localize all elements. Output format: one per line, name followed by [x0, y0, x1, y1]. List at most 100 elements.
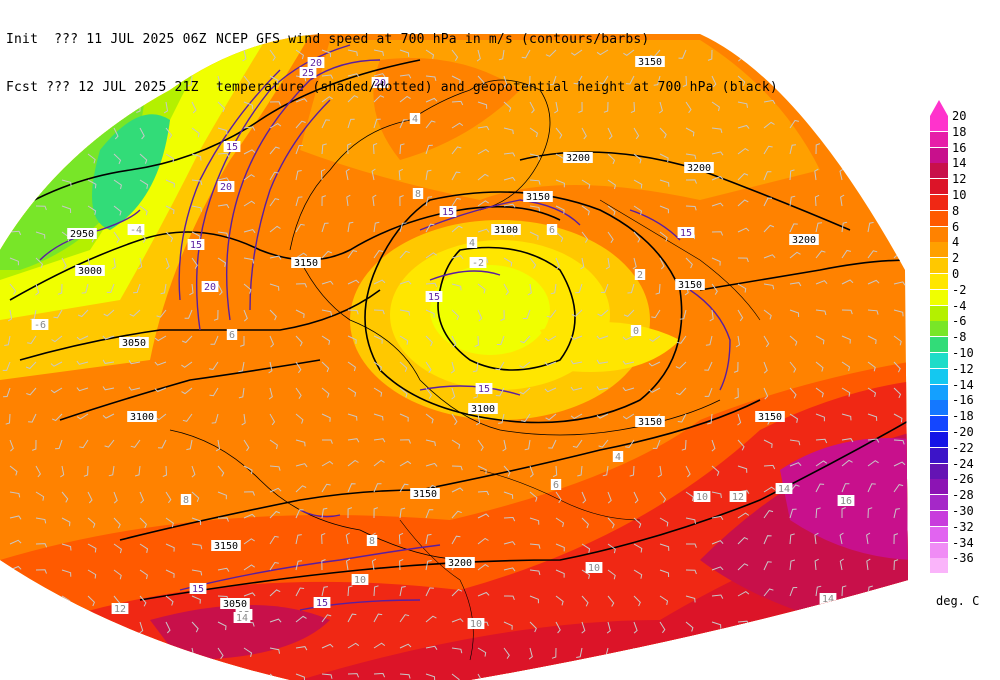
wind-barb — [477, 490, 490, 496]
wind-barb — [659, 179, 670, 187]
wind-barb — [652, 439, 661, 449]
wind-barb — [705, 335, 713, 346]
svg-text:0: 0 — [633, 326, 639, 337]
wind-barb — [3, 387, 11, 398]
wind-barb — [399, 413, 409, 422]
wind-barb — [633, 179, 643, 189]
wind-barb — [659, 595, 669, 606]
wind-barb — [373, 438, 386, 443]
wind-barb — [399, 507, 406, 519]
wind-barb — [217, 621, 227, 631]
wind-barb — [165, 621, 171, 634]
colorbar-swatch — [930, 226, 948, 242]
wind-barb — [704, 387, 713, 397]
wind-barb — [345, 168, 350, 181]
wind-barb — [893, 223, 902, 233]
wind-barb — [156, 309, 167, 318]
svg-text:3200: 3200 — [448, 558, 472, 569]
svg-text:2: 2 — [637, 270, 643, 281]
wind-contour-label: 15 — [223, 141, 241, 153]
svg-text:4: 4 — [412, 114, 418, 125]
wind-barb — [625, 439, 635, 449]
wind-barb — [685, 647, 690, 660]
wind-barb — [373, 672, 386, 678]
wind-barb — [103, 309, 115, 317]
wind-barb — [191, 127, 200, 138]
wind-barb — [9, 439, 14, 452]
wind-barb — [624, 673, 635, 680]
wind-barb — [814, 168, 819, 181]
wind-barb — [789, 75, 801, 81]
temperature-contour-label: 6 — [550, 479, 562, 491]
wind-barb — [519, 361, 531, 369]
wind-barb — [345, 558, 351, 571]
wind-barb — [866, 558, 871, 571]
wind-barb — [79, 439, 89, 449]
wind-barb — [113, 153, 122, 165]
svg-text:20: 20 — [310, 58, 322, 69]
wind-barb — [607, 517, 615, 529]
wind-barb — [867, 673, 879, 678]
wind-barb — [572, 673, 583, 680]
wind-barb — [321, 387, 330, 398]
wind-barb — [139, 543, 149, 553]
colorbar-label: 14 — [952, 156, 967, 171]
wind-barb — [243, 149, 256, 155]
wind-barb — [475, 413, 481, 426]
colorbar-label: 0 — [952, 267, 960, 281]
wind-barb — [789, 413, 799, 423]
wind-barb — [571, 49, 583, 56]
wind-barb — [451, 387, 456, 400]
wind-barb — [658, 101, 663, 114]
svg-text:3150: 3150 — [638, 57, 662, 68]
wind-barb — [659, 153, 669, 163]
wind-barb — [108, 465, 115, 477]
wind-barb — [9, 465, 18, 476]
wind-barb — [373, 221, 380, 233]
wind-barb — [61, 127, 69, 139]
wind-barb — [529, 127, 538, 138]
wind-barb — [550, 283, 557, 295]
wind-barb — [87, 621, 92, 634]
wind-barb — [685, 491, 694, 502]
wind-barb — [477, 148, 490, 155]
wind-barb — [157, 673, 167, 680]
wind-barb — [268, 387, 273, 400]
height-contour-label: 3100 — [491, 224, 521, 236]
wind-barb — [737, 199, 749, 207]
wind-barb — [27, 335, 37, 345]
wind-barb — [606, 621, 611, 634]
init-time-label: Init ??? 11 JUL 2025 06Z — [6, 32, 207, 47]
wind-barb — [657, 465, 662, 478]
wind-barb — [87, 517, 96, 528]
colorbar-swatch — [930, 242, 948, 258]
wind-barb — [867, 221, 874, 233]
wind-barb — [243, 465, 253, 475]
wind-barb — [815, 673, 827, 679]
wind-barb — [128, 360, 141, 365]
wind-barb — [675, 361, 687, 369]
header-row-1: Init ??? 11 JUL 2025 06Z NCEP GFS wind s… — [6, 32, 778, 48]
wind-barb — [737, 309, 744, 322]
wind-barb — [763, 617, 776, 623]
wind-barb — [113, 127, 119, 140]
wind-barb — [191, 595, 201, 604]
wind-barb — [735, 335, 741, 348]
colorbar-top-arrow — [930, 100, 948, 116]
wind-barb — [217, 204, 230, 209]
wind-contour-label: 15 — [439, 206, 457, 218]
wind-barb — [659, 543, 670, 551]
wind-barb — [35, 153, 47, 159]
colorbar-swatch — [930, 274, 948, 289]
wind-barb — [545, 49, 557, 57]
wind-barb — [841, 73, 854, 78]
wind-barb — [9, 539, 22, 545]
wind-barb — [737, 536, 749, 545]
wind-barb — [893, 461, 906, 467]
wind-barb — [295, 439, 306, 447]
wind-barb — [867, 118, 876, 129]
wind-barb — [867, 387, 877, 398]
wind-barb — [789, 462, 802, 467]
svg-text:15: 15 — [428, 292, 440, 303]
wind-barb — [789, 195, 796, 207]
